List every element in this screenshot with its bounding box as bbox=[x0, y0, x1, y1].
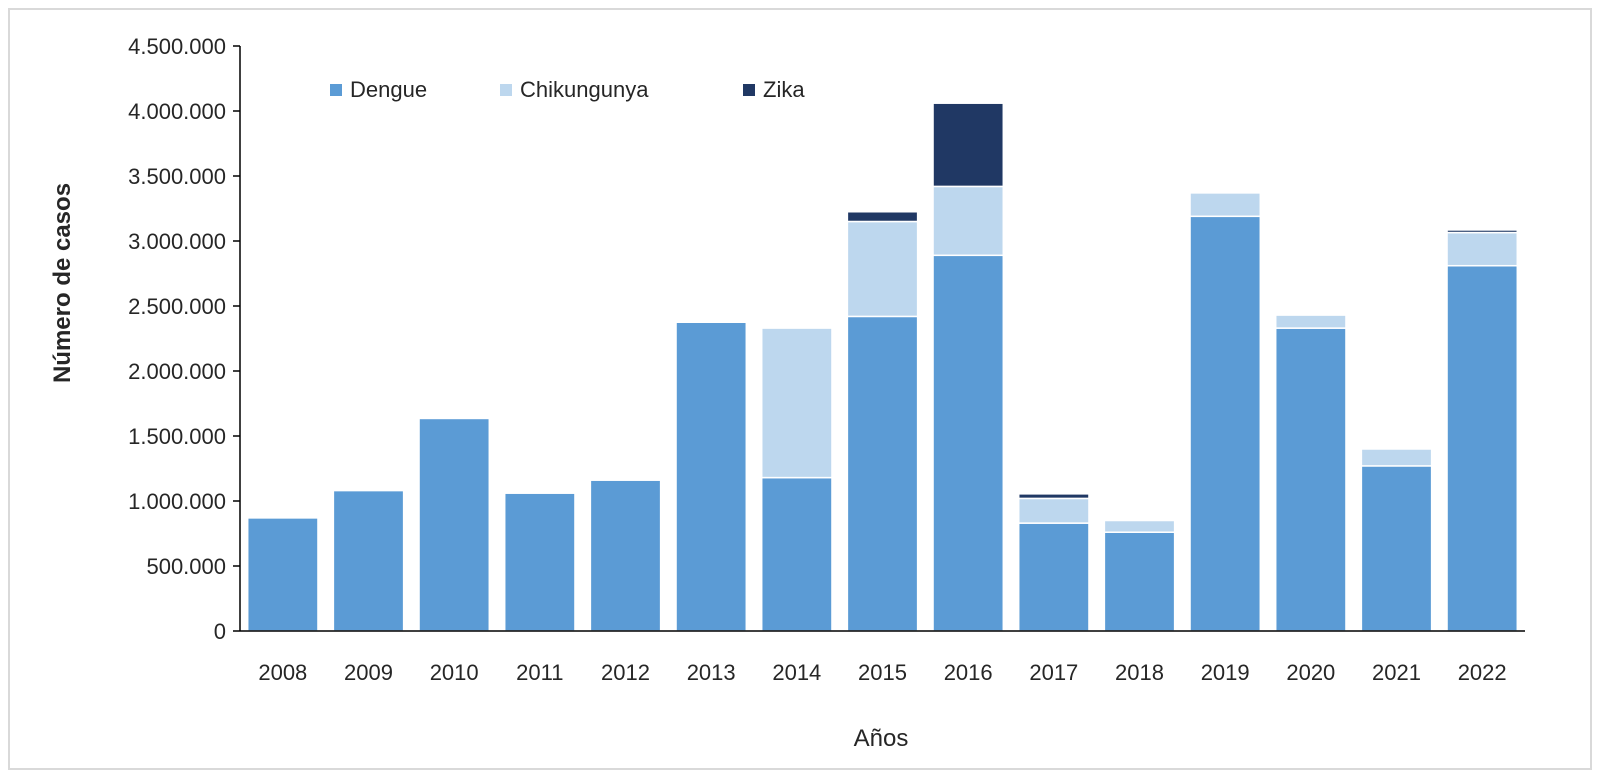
x-tick-label-2021: 2021 bbox=[1372, 660, 1421, 685]
bar-dengue-2008 bbox=[246, 517, 319, 632]
bar-dengue-2012 bbox=[589, 479, 662, 632]
bar-dengue-2018 bbox=[1103, 531, 1176, 632]
x-tick-label-2012: 2012 bbox=[601, 660, 650, 685]
bar-dengue-2022 bbox=[1446, 264, 1519, 632]
x-tick-label-2019: 2019 bbox=[1201, 660, 1250, 685]
bar-chikungunya-2017 bbox=[1017, 497, 1090, 524]
x-tick-label-2017: 2017 bbox=[1029, 660, 1078, 685]
bar-chikungunya-2018 bbox=[1103, 519, 1176, 533]
bar-dengue-2014 bbox=[760, 476, 833, 632]
x-tick-label-2015: 2015 bbox=[858, 660, 907, 685]
y-tick-label: 2.500.000 bbox=[128, 294, 226, 319]
y-tick-label: 2.000.000 bbox=[128, 359, 226, 384]
y-tick-label: 1.000.000 bbox=[128, 489, 226, 514]
bar-chikungunya-2022 bbox=[1446, 231, 1519, 267]
y-tick-label: 3.000.000 bbox=[128, 229, 226, 254]
bar-dengue-2016 bbox=[932, 254, 1005, 632]
y-tick-label: 4.000.000 bbox=[128, 99, 226, 124]
y-axis-title: Número de casos bbox=[49, 183, 76, 383]
bar-dengue-2021 bbox=[1360, 465, 1433, 632]
bar-dengue-2009 bbox=[332, 489, 405, 632]
bar-chikungunya-2016 bbox=[932, 185, 1005, 257]
bar-dengue-2017 bbox=[1017, 522, 1090, 632]
bar-dengue-2011 bbox=[503, 492, 576, 632]
bar-chikungunya-2014 bbox=[760, 327, 833, 479]
x-tick-label-2018: 2018 bbox=[1115, 660, 1164, 685]
bar-dengue-2015 bbox=[846, 315, 919, 632]
bar-zika-2015 bbox=[846, 211, 919, 223]
bar-dengue-2020 bbox=[1274, 327, 1347, 632]
legend-label-chikungunya: Chikungunya bbox=[520, 77, 649, 102]
x-tick-label-2010: 2010 bbox=[430, 660, 479, 685]
x-tick-label-2016: 2016 bbox=[944, 660, 993, 685]
x-tick-label-2022: 2022 bbox=[1458, 660, 1507, 685]
bar-zika-2022 bbox=[1446, 229, 1519, 234]
x-axis: 2008 2009 2010 2011 2012 2013 2014 2015 2016 2017… bbox=[240, 630, 1525, 685]
bar-zika-2016 bbox=[932, 102, 1005, 188]
legend-label-dengue: Dengue bbox=[350, 77, 427, 102]
x-tick-label-2009: 2009 bbox=[344, 660, 393, 685]
x-tick-label-2013: 2013 bbox=[687, 660, 736, 685]
x-tick-label-2014: 2014 bbox=[772, 660, 821, 685]
y-tick-label: 0 bbox=[214, 619, 226, 644]
x-tick-label-2011: 2011 bbox=[516, 660, 563, 685]
bar-dengue-2010 bbox=[418, 417, 491, 632]
legend-label-zika: Zika bbox=[763, 77, 805, 102]
bar-chikungunya-2019 bbox=[1189, 192, 1262, 218]
y-tick-label: 4.500.000 bbox=[128, 34, 226, 59]
y-tick-label: 1.500.000 bbox=[128, 424, 226, 449]
bar-dengue-2019 bbox=[1189, 215, 1262, 632]
bar-chikungunya-2021 bbox=[1360, 448, 1433, 467]
y-axis: 0 500.000 1.000.000 1.500.000 2.000.000 2.500… bbox=[128, 34, 241, 644]
x-axis-title: Años bbox=[854, 725, 909, 752]
legend-swatch-dengue bbox=[330, 84, 342, 96]
bar-chikungunya-2020 bbox=[1274, 314, 1347, 329]
y-tick-label: 3.500.000 bbox=[128, 164, 226, 189]
y-tick-label: 500.000 bbox=[146, 554, 226, 579]
bar-chikungunya-2015 bbox=[846, 220, 919, 318]
legend: Dengue Chikungunya Zika bbox=[330, 77, 805, 102]
x-tick-label-2008: 2008 bbox=[258, 660, 307, 685]
legend-swatch-chikungunya bbox=[500, 84, 512, 96]
bar-dengue-2013 bbox=[675, 321, 748, 632]
bars-group bbox=[246, 102, 1519, 632]
x-tick-label-2020: 2020 bbox=[1286, 660, 1335, 685]
bar-zika-2017 bbox=[1017, 493, 1090, 500]
legend-swatch-zika bbox=[743, 84, 755, 96]
